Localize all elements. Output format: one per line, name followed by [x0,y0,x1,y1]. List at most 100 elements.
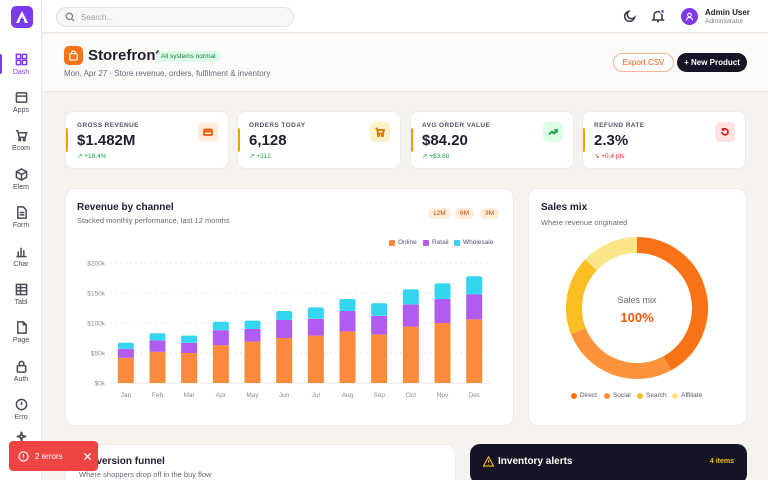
range-chip-3m[interactable]: 3M [480,208,500,219]
search-icon [65,12,75,22]
moon-icon [623,10,636,23]
file-icon [16,205,27,219]
user-name: Admin User [705,8,750,17]
kpi-icon-box [543,122,563,142]
cube-icon [15,167,27,181]
bar-wholesale-jun [276,311,293,320]
alert-icon [15,398,27,410]
sales-mix-title: Sales mix [541,202,588,213]
sidebar-item-ecom[interactable]: Ecom [0,122,42,158]
sidebar-item-elem[interactable]: Elem [0,161,42,197]
page-header: Storefront All systems normal Mon, Apr 2… [42,34,768,92]
sidebar-item-dash[interactable]: Dash [0,46,42,82]
conversion-funnel-card [65,444,456,480]
sidebar-item-label: Char [13,260,29,268]
y-tick-label: $150k [87,291,105,298]
y-tick-label: $0k [95,381,106,388]
bar-wholesale-dec [466,276,483,295]
kpi-label: ORDERS TODAY [249,122,306,129]
legend-search: Search [637,392,667,399]
trend-up-icon [548,129,558,136]
bar-wholesale-sep [371,303,388,316]
sidebar-item-form[interactable]: Form [0,199,42,235]
kpi-card-refund-rate: REFUND RATE 2.3% ↘ +0.4 pts [582,111,746,169]
kpi-value: 2.3% [594,132,629,149]
bar-wholesale-jul [307,307,324,319]
bag-icon [69,50,78,61]
sidebar-item-char[interactable]: Char [0,238,42,274]
inventory-alerts-title: Inventory alerts [498,456,573,467]
legend-wholesale: Wholesale [454,239,493,246]
legend-label: Affiliate [681,392,703,399]
cart-icon [375,127,385,137]
bar-wholesale-apr [212,321,229,331]
theme-toggle-button[interactable] [623,9,637,23]
sidebar-item-more[interactable] [0,426,42,446]
bar-retail-jan [117,348,134,358]
refresh-icon [721,127,729,136]
bar-online-oct [402,326,419,383]
kpi-label: GROSS REVENUE [77,122,139,129]
kpi-icon-box [370,122,390,142]
range-chip-12m[interactable]: 12M [428,208,451,219]
error-toast[interactable]: 2 errors [9,441,98,471]
sidebar-item-tabl[interactable]: Tabl [0,276,42,312]
bar-retail-feb [149,340,166,352]
bar-online-feb [149,351,166,383]
sales-mix-card [528,188,747,426]
donut-slice-direct [636,237,708,371]
close-icon[interactable] [83,452,92,461]
legend-label: Online [398,239,417,246]
donut-center-value: 100% [620,310,654,325]
sidebar-item-page[interactable]: Page [0,314,42,350]
export-csv-button[interactable]: Export CSV [613,53,674,72]
legend-label: Retail [432,239,449,246]
bar-wholesale-mar [181,335,198,343]
bar-online-aug [339,331,356,383]
sidebar-item-apps[interactable]: Apps [0,84,42,120]
table-icon [15,283,27,295]
grid-icon [15,53,27,65]
bar-wholesale-may [244,320,261,329]
bar-wholesale-feb [149,333,166,341]
bar-retail-jun [276,320,293,338]
bar-online-dec [466,319,483,383]
x-tick-label: Sep [373,392,385,399]
sidebar-item-label: Erro [14,413,28,421]
kpi-value: $84.20 [422,132,468,149]
x-tick-label: Mar [184,392,196,399]
kpi-accent-bar [238,128,240,152]
legend-social: Social [604,392,631,399]
legend-label: Search [646,392,667,399]
new-product-button[interactable]: + New Product [677,53,747,72]
status-badge: All systems normal [156,51,221,62]
kpi-value: 6,128 [249,132,287,149]
bar-retail-nov [434,299,451,323]
legend-label: Direct [580,392,597,399]
kpi-label: REFUND RATE [594,122,645,129]
revenue-card-title: Revenue by channel [77,202,174,213]
x-tick-label: Jun [279,392,290,399]
range-chip-6m[interactable]: 6M [455,208,475,219]
search-input[interactable] [81,12,281,22]
x-tick-label: Aug [342,392,354,399]
donut-slice-search [566,259,598,335]
kpi-delta: ↗ +312 [249,153,271,160]
sidebar-item-erro[interactable]: Erro [0,391,42,427]
bar-online-jun [276,338,293,383]
inventory-alerts-count: 4 items [709,458,734,465]
bar-online-apr [212,345,229,383]
bar-online-mar [181,353,198,383]
notifications-button[interactable] [651,9,665,23]
kpi-accent-bar [583,128,585,152]
bar-retail-jul [307,318,324,336]
sidebar-item-label: Ecom [12,144,30,152]
avatar[interactable] [681,8,698,25]
kpi-accent-bar [411,128,413,152]
sidebar-item-auth[interactable]: Auth [0,353,42,389]
app-logo[interactable] [11,6,33,28]
search-box[interactable] [56,7,294,27]
notification-dot [660,9,665,14]
